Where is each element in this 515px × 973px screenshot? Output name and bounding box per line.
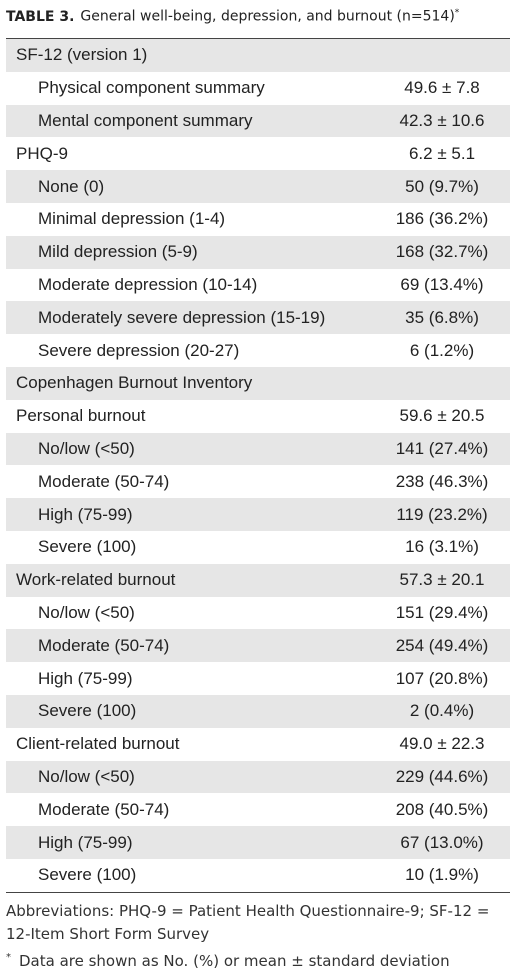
row-label: Minimal depression (1-4) bbox=[38, 209, 226, 229]
title-marker: * bbox=[454, 8, 460, 18]
row-label: Mental component summary bbox=[38, 110, 253, 130]
table-row: Severe (100) 2 (0.4%) bbox=[6, 694, 510, 728]
row-value: 50 (9.7%) bbox=[405, 176, 479, 196]
row-value: 151 (29.4%) bbox=[395, 602, 489, 622]
row-label: Copenhagen Burnout Inventory bbox=[16, 373, 253, 393]
table-row: Severe depression (20-27) 6 (1.2%) bbox=[6, 334, 510, 367]
table-row: Moderate (50-74) 208 (40.5%) bbox=[6, 793, 510, 826]
row-label: No/low (<50) bbox=[38, 602, 135, 622]
row-value: 57.3 ± 20.1 bbox=[399, 570, 485, 590]
row-value: 6.2 ± 5.1 bbox=[408, 143, 476, 163]
row-value: 67 (13.0%) bbox=[400, 832, 484, 852]
abbreviations: Abbreviations: PHQ-9 = Patient Health Qu… bbox=[6, 902, 490, 943]
row-label: Work-related burnout bbox=[16, 570, 176, 590]
row-label: High (75-99) bbox=[38, 504, 133, 524]
row-label: Severe (100) bbox=[38, 865, 137, 885]
table: SF-12 (version 1) Physical component summ… bbox=[6, 38, 510, 893]
table-row: Moderate depression (10-14) 69 (13.4%) bbox=[6, 269, 510, 302]
table-row: High (75-99) 67 (13.0%) bbox=[6, 826, 510, 859]
table-row: Moderately severe depression (15-19) 35 (… bbox=[6, 301, 510, 335]
table-row: No/low (<50) 151 (29.4%) bbox=[6, 597, 510, 630]
table-row: Client-related burnout 49.0 ± 22.3 bbox=[6, 728, 510, 761]
table-row: Minimal depression (1-4) 186 (36.2%) bbox=[6, 203, 510, 236]
table-row: Moderate (50-74) 238 (46.3%) bbox=[6, 465, 510, 498]
table-row: Work-related burnout 57.3 ± 20.1 bbox=[6, 563, 510, 597]
row-value: 141 (27.4%) bbox=[395, 438, 489, 458]
row-value: 69 (13.4%) bbox=[400, 274, 484, 294]
row-label: No/low (<50) bbox=[38, 766, 135, 786]
row-label: Mild depression (5-9) bbox=[38, 242, 198, 262]
row-label: Physical component summary bbox=[38, 78, 265, 98]
row-label: Severe depression (20-27) bbox=[38, 340, 240, 360]
footnote-text: Data are shown as No. (%) or mean ± stan… bbox=[19, 952, 450, 970]
row-label: Moderately severe depression (15-19) bbox=[38, 307, 326, 327]
table-row: SF-12 (version 1) bbox=[6, 39, 510, 72]
table-row: Severe (100) 10 (1.9%) bbox=[6, 859, 510, 892]
row-label: Moderate depression (10-14) bbox=[38, 274, 258, 294]
row-label: No/low (<50) bbox=[38, 438, 135, 458]
row-value: 238 (46.3%) bbox=[395, 471, 489, 491]
table-row: Physical component summary 49.6 ± 7.8 bbox=[6, 72, 510, 105]
table-row: No/low (<50) 141 (27.4%) bbox=[6, 432, 510, 466]
row-value: 59.6 ± 20.5 bbox=[399, 406, 485, 426]
row-label: Severe (100) bbox=[38, 701, 137, 721]
row-label: Client-related burnout bbox=[16, 734, 180, 754]
row-label: None (0) bbox=[38, 176, 105, 196]
row-value: 16 (3.1%) bbox=[405, 537, 479, 557]
table-row: High (75-99) 119 (23.2%) bbox=[6, 498, 510, 531]
table-row: Severe (100) 16 (3.1%) bbox=[6, 531, 510, 564]
row-value: 119 (23.2%) bbox=[396, 504, 488, 524]
table-row: Mild depression (5-9) 168 (32.7%) bbox=[6, 235, 510, 269]
row-value: 168 (32.7%) bbox=[395, 242, 489, 262]
row-label: Moderate (50-74) bbox=[38, 471, 170, 491]
row-value: 186 (36.2%) bbox=[395, 209, 489, 229]
row-value: 229 (44.6%) bbox=[395, 766, 489, 786]
table-label: TABLE 3. bbox=[6, 8, 75, 25]
row-value: 2 (0.4%) bbox=[409, 701, 475, 721]
row-value: 107 (20.8%) bbox=[395, 668, 489, 688]
row-value: 49.6 ± 7.8 bbox=[404, 78, 480, 98]
footnote-marker: * bbox=[6, 952, 11, 963]
footnote: * Data are shown as No. (%) or mean ± sta… bbox=[6, 946, 511, 973]
table-row: Mental component summary 42.3 ± 10.6 bbox=[6, 104, 510, 138]
row-label: High (75-99) bbox=[38, 832, 133, 852]
row-value: 254 (49.4%) bbox=[395, 635, 489, 655]
table-row: Copenhagen Burnout Inventory bbox=[6, 366, 510, 400]
table-row: No/low (<50) 229 (44.6%) bbox=[6, 760, 510, 794]
row-label: PHQ-9 bbox=[16, 143, 68, 163]
table-row: PHQ-9 6.2 ± 5.1 bbox=[6, 137, 510, 170]
row-value: 49.0 ± 22.3 bbox=[399, 734, 485, 754]
row-value: 42.3 ± 10.6 bbox=[399, 110, 485, 130]
row-label: High (75-99) bbox=[38, 668, 133, 688]
table-row: None (0) 50 (9.7%) bbox=[6, 170, 510, 203]
row-label: SF-12 (version 1) bbox=[16, 45, 148, 65]
row-label: Severe (100) bbox=[38, 537, 137, 557]
table-row: Personal burnout 59.6 ± 20.5 bbox=[6, 400, 510, 433]
table-row: Moderate (50-74) 254 (49.4%) bbox=[6, 629, 510, 663]
row-label: Moderate (50-74) bbox=[38, 635, 170, 655]
notes: Abbreviations: PHQ-9 = Patient Health Qu… bbox=[6, 900, 511, 973]
title-text: General well-being, depression, and burn… bbox=[80, 8, 455, 25]
row-value: 10 (1.9%) bbox=[405, 865, 479, 885]
row-label: Moderate (50-74) bbox=[38, 799, 170, 819]
row-value: 35 (6.8%) bbox=[405, 307, 479, 327]
row-value: 6 (1.2%) bbox=[409, 340, 475, 360]
table-row: High (75-99) 107 (20.8%) bbox=[6, 662, 510, 695]
table-title: TABLE 3. General well-being, depression, … bbox=[6, 8, 459, 25]
row-label: Personal burnout bbox=[16, 406, 146, 426]
row-value: 208 (40.5%) bbox=[395, 799, 489, 819]
